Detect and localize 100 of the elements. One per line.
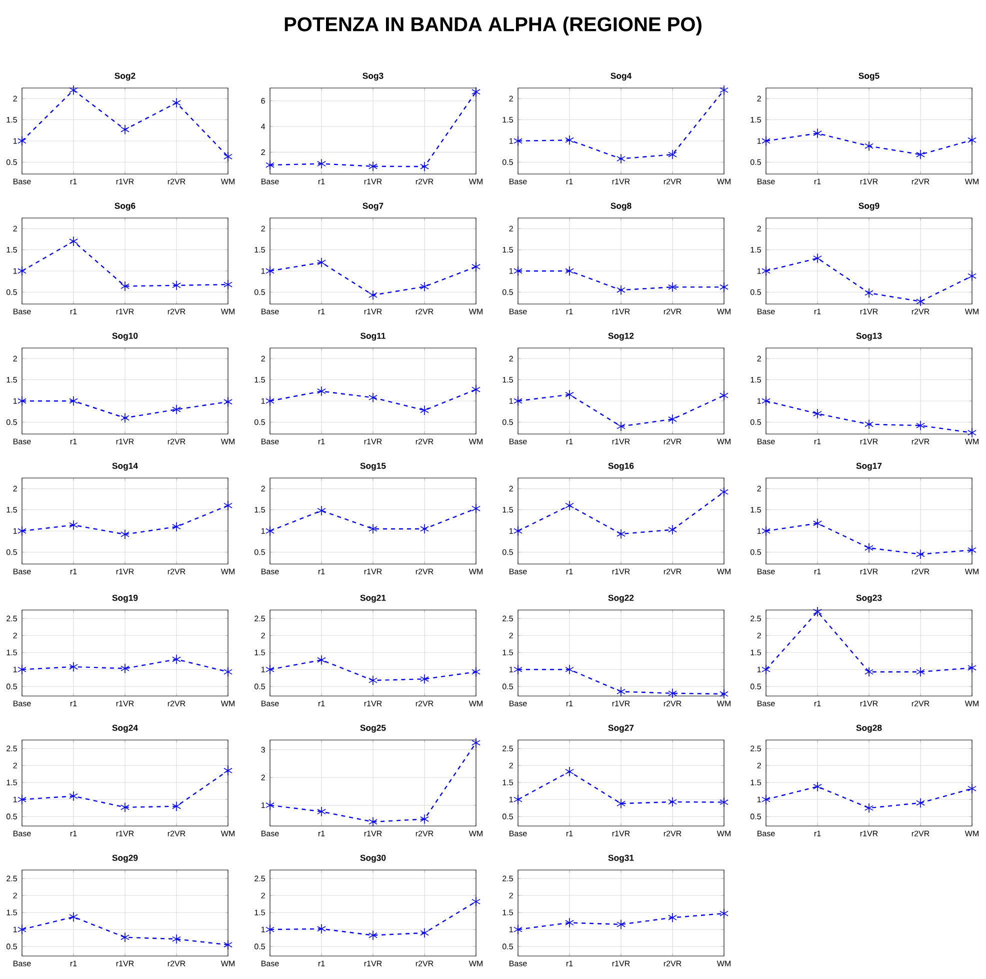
x-tick-label: Base [14, 178, 31, 184]
point [616, 686, 626, 697]
x-tick-label: r1VR [612, 568, 630, 574]
x-tick-label: r1 [318, 960, 325, 966]
x-tick-label: r2VR [416, 438, 434, 444]
point [368, 290, 378, 300]
point [616, 919, 626, 930]
point [514, 526, 522, 536]
y-tick-label: 2 [509, 356, 513, 362]
chart-title: Sog12 [608, 332, 634, 341]
y-tick-label: 2 [757, 356, 761, 362]
x-tick-label: WM [716, 700, 730, 706]
point [266, 526, 274, 536]
y-tick-label: 2 [509, 632, 513, 638]
y-tick-label: 1 [509, 926, 513, 932]
point [472, 738, 480, 748]
y-tick-label: 1 [509, 796, 513, 802]
x-tick-label: r2VR [664, 178, 682, 184]
y-tick-label: 4 [261, 124, 266, 130]
point [368, 816, 378, 827]
x-tick-label: WM [468, 438, 482, 444]
y-tick-label: 0.5 [6, 289, 17, 295]
x-tick-label: r1 [318, 700, 325, 706]
point [368, 930, 378, 940]
x-tick-label: r2VR [912, 830, 930, 836]
x-tick-label: Base [14, 438, 31, 444]
x-tick-label: r1VR [612, 960, 630, 966]
x-tick-label: r2VR [912, 700, 930, 706]
x-tick-label: r1VR [860, 700, 878, 706]
y-tick-label: 2 [509, 892, 513, 898]
chart-title: Sog19 [112, 594, 138, 603]
x-tick-label: WM [220, 438, 234, 444]
x-tick-label: Base [262, 568, 279, 574]
point [916, 296, 925, 307]
y-tick-label: 2 [261, 486, 265, 492]
y-tick-label: 1 [261, 802, 265, 808]
point [317, 386, 326, 396]
x-tick-label: WM [468, 830, 482, 836]
x-tick-label: r1VR [116, 308, 134, 314]
x-tick-label: Base [262, 700, 279, 706]
x-tick-label: r2VR [168, 568, 186, 574]
point [420, 405, 429, 416]
y-tick-label: 0.5 [502, 549, 513, 555]
point [514, 924, 522, 935]
y-tick-label: 0.5 [6, 814, 17, 820]
point [420, 814, 429, 824]
x-tick-label: r1 [318, 178, 325, 184]
y-tick-label: 1.5 [750, 376, 761, 383]
point [368, 392, 378, 403]
y-tick-label: 1 [13, 528, 17, 534]
x-tick-label: r1 [814, 308, 821, 314]
x-tick-label: WM [468, 178, 482, 184]
point [18, 526, 26, 536]
x-tick-label: r1VR [116, 700, 134, 706]
point [266, 664, 274, 675]
y-tick-label: 1.5 [254, 506, 265, 513]
x-tick-label: Base [758, 830, 775, 836]
x-tick-label: r1 [814, 568, 821, 574]
x-tick-label: r1VR [612, 308, 630, 314]
point [472, 384, 480, 395]
point [120, 124, 130, 135]
point [266, 266, 274, 276]
x-tick-label: r2VR [416, 960, 434, 966]
point [172, 404, 181, 415]
y-tick-label: 1 [509, 138, 513, 144]
point [368, 675, 378, 686]
y-tick-label: 1 [13, 268, 17, 274]
x-tick-label: r1 [70, 960, 77, 966]
x-tick-label: r2VR [416, 830, 434, 836]
point [514, 136, 522, 146]
point [720, 797, 728, 808]
x-tick-label: r1 [566, 830, 573, 836]
point [120, 663, 130, 674]
y-tick-label: 2 [509, 226, 513, 232]
point [472, 503, 480, 514]
point [813, 518, 822, 528]
point [472, 262, 480, 272]
x-tick-label: r2VR [664, 960, 682, 966]
point [720, 688, 728, 700]
point [720, 390, 728, 401]
x-tick-label: r1 [318, 438, 325, 444]
x-tick-label: WM [716, 960, 730, 966]
y-tick-label: 1.5 [254, 910, 265, 916]
x-tick-label: WM [716, 830, 730, 836]
point [420, 674, 429, 684]
x-tick-label: Base [510, 308, 527, 314]
x-tick-label: WM [220, 178, 234, 184]
point [18, 664, 26, 675]
point [420, 161, 429, 172]
y-tick-label: 1.5 [750, 116, 761, 123]
point [968, 662, 976, 673]
y-tick-label: 0.5 [6, 944, 17, 950]
x-tick-label: Base [758, 178, 775, 184]
point [18, 396, 26, 406]
y-tick-label: 0.5 [6, 159, 17, 165]
y-tick-label: 0.5 [6, 684, 17, 690]
y-tick-label: 3 [261, 746, 265, 753]
point [720, 282, 728, 292]
x-tick-label: r2VR [912, 568, 930, 574]
point [224, 396, 232, 407]
